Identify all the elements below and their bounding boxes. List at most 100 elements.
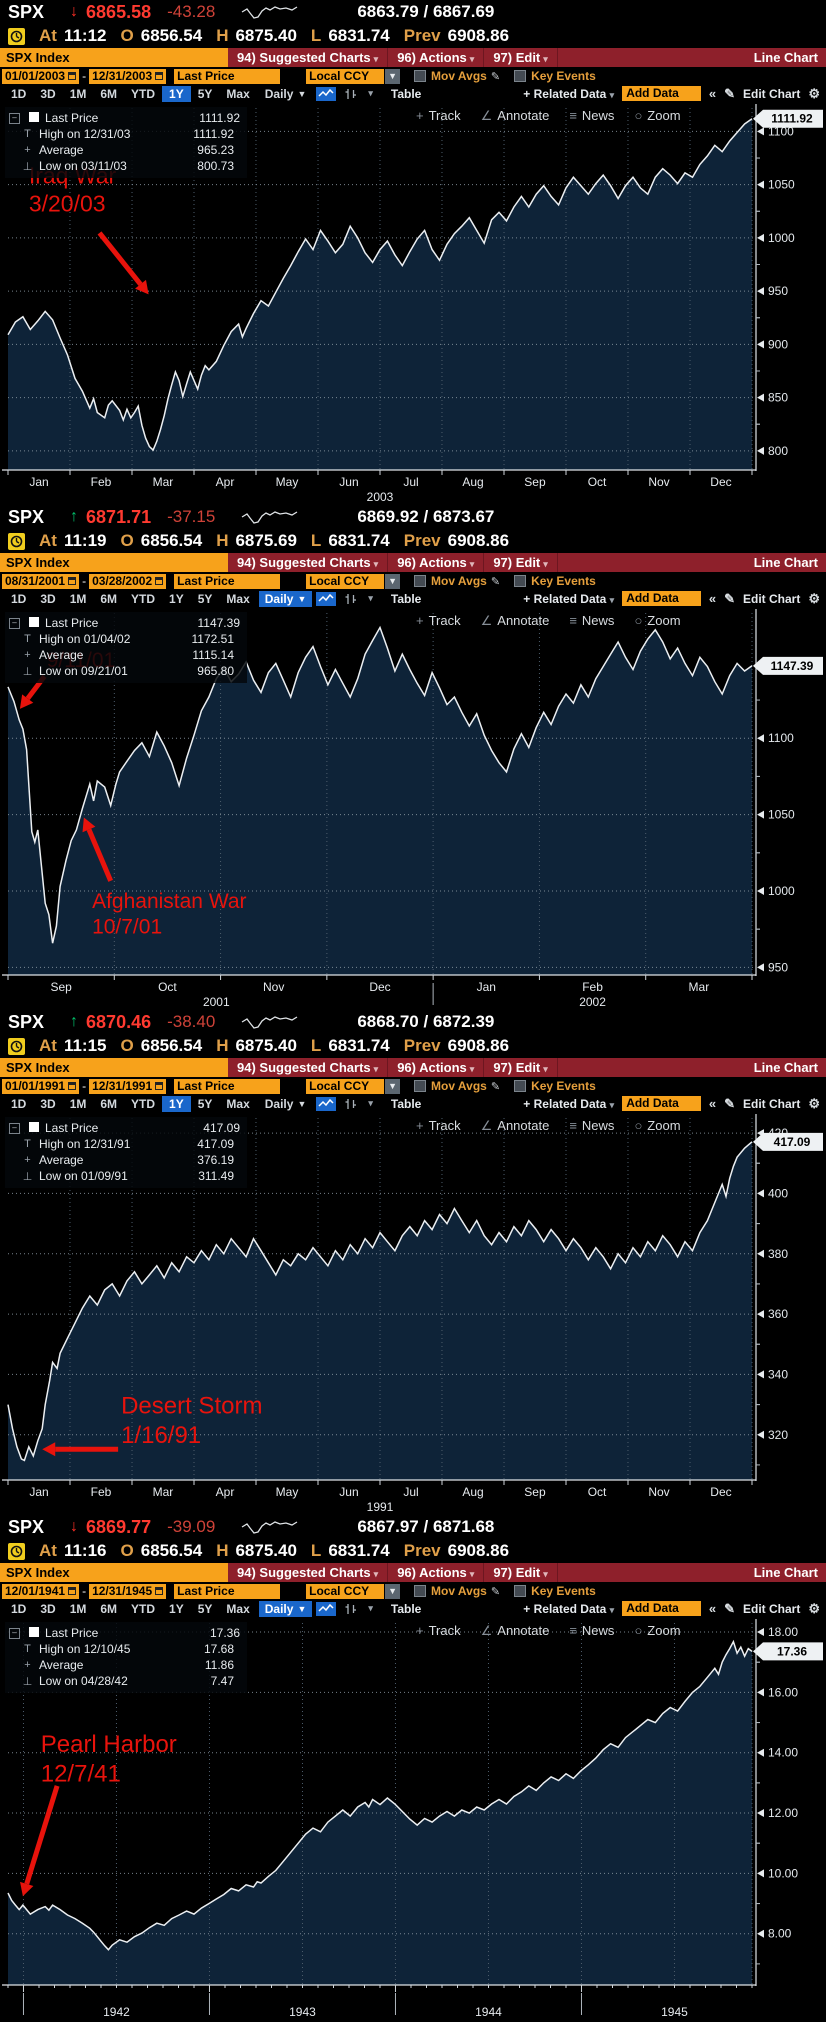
legend-row-avg[interactable]: + Average 11.86 <box>9 1657 240 1673</box>
related-data-button[interactable]: + Related Data ▾ <box>523 1096 615 1111</box>
pencil-icon[interactable]: ✎ <box>490 575 501 588</box>
annotate-button[interactable]: ∠ Annotate <box>480 613 550 628</box>
period-tab-5y[interactable]: 5Y <box>197 1096 213 1111</box>
table-button[interactable]: Table <box>390 591 422 606</box>
period-tab-6m[interactable]: 6M <box>100 1601 118 1616</box>
mov-avgs-checkbox[interactable] <box>414 575 427 587</box>
period-tab-ytd[interactable]: YTD <box>131 86 156 101</box>
suggested-charts-menu[interactable]: 94) Suggested Charts ▾ <box>228 553 389 572</box>
security-field[interactable]: SPX Index <box>0 553 228 572</box>
bar-chart-type-icon[interactable] <box>340 1602 360 1616</box>
start-date-field[interactable]: 01/01/1991 <box>2 1078 80 1094</box>
add-data-field[interactable]: Add Data <box>622 1096 701 1111</box>
legend-collapse-icon[interactable]: – <box>9 1627 20 1639</box>
collapse-icon[interactable]: « <box>708 1601 717 1616</box>
edit-menu[interactable]: 97) Edit ▾ <box>484 553 558 572</box>
legend-row-low[interactable]: ⊥ Low on 04/28/42 7.47 <box>9 1673 240 1689</box>
period-tab-1d[interactable]: 1D <box>11 86 27 101</box>
chart-type-dropdown-arrow[interactable]: ▾ <box>368 593 373 603</box>
edit-chart-button[interactable]: Edit Chart <box>743 591 801 606</box>
legend-row-square[interactable]: – Last Price 17.36 <box>9 1625 240 1641</box>
currency-dropdown-arrow[interactable]: ▼ <box>385 1583 401 1599</box>
end-date-field[interactable]: 03/28/2002 <box>89 573 167 589</box>
chart-type-dropdown-arrow[interactable]: ▾ <box>368 1098 373 1108</box>
bar-chart-type-icon[interactable] <box>340 1097 360 1111</box>
pencil-icon[interactable]: ✎ <box>724 1095 735 1111</box>
edit-chart-button[interactable]: Edit Chart <box>743 1096 801 1111</box>
actions-menu[interactable]: 96) Actions ▾ <box>388 1563 485 1582</box>
period-tab-1m[interactable]: 1M <box>69 1601 87 1616</box>
legend-row-avg[interactable]: + Average 376.19 <box>9 1152 240 1168</box>
period-tab-1m[interactable]: 1M <box>69 86 87 101</box>
actions-menu[interactable]: 96) Actions ▾ <box>388 553 485 572</box>
period-tab-3d[interactable]: 3D <box>40 591 56 606</box>
actions-menu[interactable]: 96) Actions ▾ <box>388 1058 485 1077</box>
end-date-field[interactable]: 12/31/2003 <box>89 68 167 84</box>
period-tab-6m[interactable]: 6M <box>100 1096 118 1111</box>
frequency-dropdown[interactable]: Daily ▼ <box>264 1096 307 1111</box>
end-date-field[interactable]: 12/31/1991 <box>89 1078 167 1094</box>
period-tab-max[interactable]: Max <box>226 1096 250 1111</box>
period-tab-1y[interactable]: 1Y <box>169 591 184 606</box>
gear-icon[interactable]: ⚙ <box>808 85 820 101</box>
table-button[interactable]: Table <box>390 86 422 101</box>
add-data-field[interactable]: Add Data <box>622 1601 701 1616</box>
period-tab-1y[interactable]: 1Y <box>162 1095 191 1112</box>
related-data-button[interactable]: + Related Data ▾ <box>523 591 615 606</box>
key-events-checkbox[interactable] <box>514 575 527 587</box>
news-button[interactable]: ≡ News <box>569 1118 615 1133</box>
frequency-dropdown[interactable]: Daily ▼ <box>258 1600 313 1617</box>
legend-row-low[interactable]: ⊥ Low on 03/11/03 800.73 <box>9 158 240 174</box>
zoom-button[interactable]: ○ Zoom <box>634 1623 681 1638</box>
add-data-field[interactable]: Add Data <box>622 86 701 101</box>
period-tab-1m[interactable]: 1M <box>69 1096 87 1111</box>
period-tab-ytd[interactable]: YTD <box>131 591 156 606</box>
legend-row-low[interactable]: ⊥ Low on 09/21/01 965.80 <box>9 663 240 679</box>
line-chart-type-icon[interactable] <box>316 1096 337 1111</box>
currency-dropdown-arrow[interactable]: ▼ <box>385 1078 401 1094</box>
start-date-field[interactable]: 12/01/1941 <box>2 1583 80 1599</box>
edit-chart-button[interactable]: Edit Chart <box>743 1601 801 1616</box>
table-button[interactable]: Table <box>390 1096 422 1111</box>
gear-icon[interactable]: ⚙ <box>808 1600 820 1616</box>
period-tab-1y[interactable]: 1Y <box>162 85 191 102</box>
news-button[interactable]: ≡ News <box>569 613 615 628</box>
start-date-field[interactable]: 01/01/2003 <box>2 68 80 84</box>
legend-row-high[interactable]: T High on 12/10/45 17.68 <box>9 1641 240 1657</box>
pencil-icon[interactable]: ✎ <box>724 590 735 606</box>
period-tab-5y[interactable]: 5Y <box>197 1601 213 1616</box>
price-chart[interactable]: Jan Feb Mar Apr May Jun Jul Aug Sep Oct Nov Dec 1991… <box>0 1112 826 1515</box>
collapse-icon[interactable]: « <box>708 591 717 606</box>
annotate-button[interactable]: ∠ Annotate <box>480 1118 550 1133</box>
frequency-dropdown[interactable]: Daily ▼ <box>258 590 313 607</box>
currency-dropdown-arrow[interactable]: ▼ <box>385 573 401 589</box>
period-tab-1m[interactable]: 1M <box>69 591 87 606</box>
period-tab-6m[interactable]: 6M <box>100 86 118 101</box>
mov-avgs-checkbox[interactable] <box>414 1585 427 1597</box>
price-field-selector[interactable]: Last Price <box>174 68 281 84</box>
key-events-checkbox[interactable] <box>514 70 527 82</box>
pencil-icon[interactable]: ✎ <box>724 1600 735 1616</box>
legend-collapse-icon[interactable]: – <box>9 1122 20 1134</box>
currency-selector[interactable]: Local CCY <box>306 573 385 589</box>
period-tab-6m[interactable]: 6M <box>100 591 118 606</box>
annotate-button[interactable]: ∠ Annotate <box>480 108 550 123</box>
security-field[interactable]: SPX Index <box>0 1563 228 1582</box>
currency-selector[interactable]: Local CCY <box>306 1078 385 1094</box>
legend-row-square[interactable]: – Last Price 1147.39 <box>9 615 240 631</box>
pencil-icon[interactable]: ✎ <box>490 1080 501 1093</box>
period-tab-1d[interactable]: 1D <box>11 1096 27 1111</box>
zoom-button[interactable]: ○ Zoom <box>634 613 681 628</box>
track-button[interactable]: + Track <box>416 1118 461 1133</box>
legend-row-square[interactable]: – Last Price 417.09 <box>9 1120 240 1136</box>
news-button[interactable]: ≡ News <box>569 1623 615 1638</box>
related-data-button[interactable]: + Related Data ▾ <box>523 1601 615 1616</box>
currency-dropdown-arrow[interactable]: ▼ <box>385 68 401 84</box>
legend-row-low[interactable]: ⊥ Low on 01/09/91 311.49 <box>9 1168 240 1184</box>
track-button[interactable]: + Track <box>416 613 461 628</box>
price-field-selector[interactable]: Last Price <box>174 1583 281 1599</box>
pencil-icon[interactable]: ✎ <box>490 70 501 83</box>
period-tab-max[interactable]: Max <box>226 1601 250 1616</box>
period-tab-max[interactable]: Max <box>226 86 250 101</box>
suggested-charts-menu[interactable]: 94) Suggested Charts ▾ <box>228 1563 389 1582</box>
